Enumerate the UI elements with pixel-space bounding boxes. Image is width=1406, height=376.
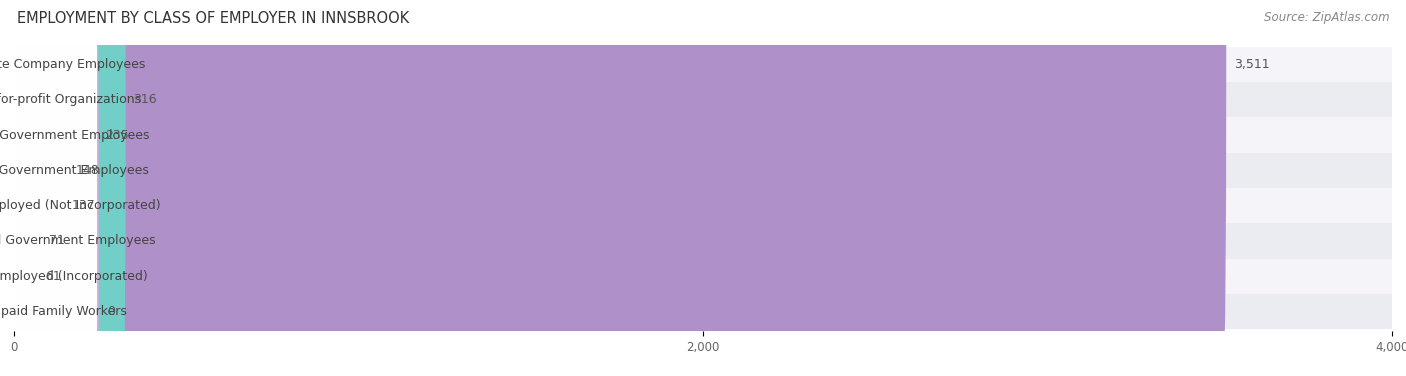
Text: Source: ZipAtlas.com: Source: ZipAtlas.com (1264, 11, 1389, 24)
Text: Unpaid Family Workers: Unpaid Family Workers (0, 305, 127, 318)
Text: Private Company Employees: Private Company Employees (0, 58, 145, 71)
Bar (14, 223, 1392, 259)
Text: 316: 316 (134, 93, 157, 106)
Bar (14, 153, 1392, 188)
FancyBboxPatch shape (11, 20, 100, 376)
Text: 0: 0 (107, 305, 115, 318)
FancyBboxPatch shape (11, 0, 65, 376)
Text: EMPLOYMENT BY CLASS OF EMPLOYER IN INNSBROOK: EMPLOYMENT BY CLASS OF EMPLOYER IN INNSB… (17, 11, 409, 26)
Text: Self-Employed (Incorporated): Self-Employed (Incorporated) (0, 270, 148, 283)
FancyBboxPatch shape (11, 0, 38, 376)
Text: State Government Employees: State Government Employees (0, 129, 149, 142)
FancyBboxPatch shape (11, 0, 125, 376)
Text: Federal Government Employees: Federal Government Employees (0, 234, 156, 247)
FancyBboxPatch shape (14, 21, 97, 376)
FancyBboxPatch shape (14, 0, 97, 284)
Bar (14, 82, 1392, 117)
FancyBboxPatch shape (11, 0, 1226, 356)
FancyBboxPatch shape (14, 56, 97, 376)
Text: 148: 148 (76, 164, 100, 177)
Bar (14, 188, 1392, 223)
FancyBboxPatch shape (14, 127, 97, 376)
Text: 61: 61 (45, 270, 60, 283)
Text: Not-for-profit Organizations: Not-for-profit Organizations (0, 93, 141, 106)
Bar (14, 294, 1392, 329)
FancyBboxPatch shape (11, 0, 98, 376)
Text: 71: 71 (49, 234, 65, 247)
FancyBboxPatch shape (11, 0, 67, 376)
Text: 235: 235 (105, 129, 129, 142)
FancyBboxPatch shape (14, 0, 97, 320)
Text: 3,511: 3,511 (1234, 58, 1270, 71)
FancyBboxPatch shape (14, 0, 97, 355)
Bar (14, 259, 1392, 294)
Text: 137: 137 (72, 199, 96, 212)
Bar (14, 47, 1392, 82)
FancyBboxPatch shape (11, 0, 41, 376)
Text: Local Government Employees: Local Government Employees (0, 164, 149, 177)
Text: Self-Employed (Not Incorporated): Self-Employed (Not Incorporated) (0, 199, 160, 212)
FancyBboxPatch shape (14, 92, 97, 376)
Bar (14, 117, 1392, 153)
FancyBboxPatch shape (14, 0, 97, 249)
